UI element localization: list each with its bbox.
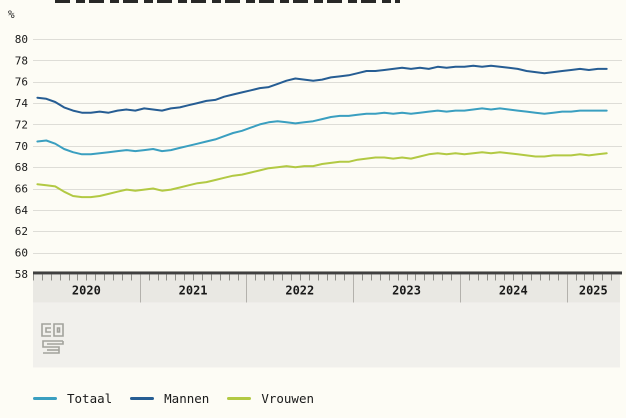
y-tick-label-70: 70 [15, 140, 28, 153]
vrouwen-line-swatch [227, 396, 252, 400]
chart-plot-area: 80 78 76 74 72 70 68 66 64 62 60 58% 2020 2021 2022 202… [8, 8, 622, 368]
y-tick-label-62: 62 [15, 225, 28, 238]
legend-label-vrouwen: Vrouwen [261, 390, 314, 406]
y-axis-unit-label: % [8, 8, 15, 21]
y-tick-label-80: 80 [15, 33, 28, 46]
x-tick-label-2022: 2022 [285, 283, 314, 297]
legend-label-mannen: Mannen [164, 390, 210, 406]
line-mannen [36, 64, 608, 114]
legend-item-totaal[interactable]: Totaal [33, 391, 112, 406]
y-tick-label-58: 58 [15, 268, 28, 281]
y-tick-label-64: 64 [15, 204, 29, 217]
clipped-chart-title [55, 0, 400, 3]
y-tick-label-78: 78 [15, 54, 28, 67]
legend-label-totaal: Totaal [67, 390, 113, 406]
legend-item-mannen[interactable]: Mannen [130, 391, 209, 406]
x-tick-label-2025: 2025 [579, 283, 608, 297]
chart-footer-band [33, 302, 620, 368]
cbs-logo [41, 323, 64, 354]
chart-legend: Totaal Mannen Vrouwen [33, 388, 314, 408]
y-tick-label-72: 72 [15, 118, 28, 131]
y-tick-label-60: 60 [15, 247, 28, 260]
y-tick-label-76: 76 [15, 76, 28, 89]
line-vrouwen [36, 151, 608, 199]
x-tick-label-2023: 2023 [392, 283, 421, 297]
totaal-line-swatch [33, 396, 57, 400]
x-tick-label-2020: 2020 [72, 283, 101, 297]
y-tick-label-74: 74 [15, 97, 29, 110]
x-axis-line [33, 271, 622, 275]
y-tick-label-66: 66 [15, 183, 28, 196]
y-tick-label-68: 68 [15, 161, 28, 174]
legend-item-vrouwen[interactable]: Vrouwen [227, 391, 314, 406]
mannen-line-swatch [130, 396, 155, 400]
x-tick-label-2024: 2024 [499, 283, 528, 297]
x-tick-label-2021: 2021 [179, 283, 208, 297]
line-totaal [36, 107, 608, 156]
